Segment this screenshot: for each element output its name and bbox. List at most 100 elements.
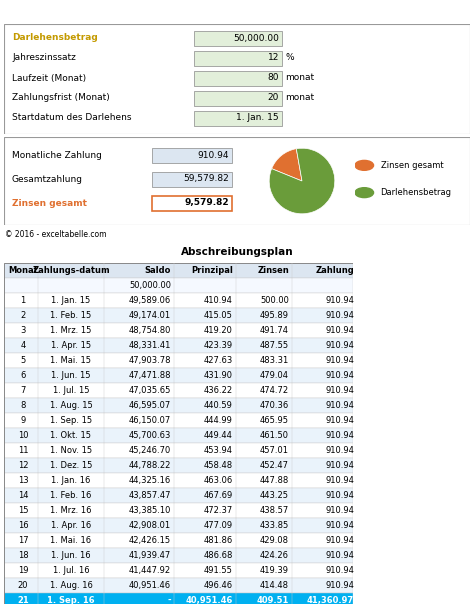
Text: 1. Jan. 16: 1. Jan. 16: [51, 476, 91, 485]
Text: 429.08: 429.08: [260, 536, 289, 545]
Bar: [194, 91, 282, 106]
Text: 457.01: 457.01: [260, 446, 289, 455]
Text: 1. Aug. 15: 1. Aug. 15: [50, 401, 92, 410]
Text: 1. Aug. 16: 1. Aug. 16: [50, 581, 92, 590]
Bar: [4, 263, 353, 278]
Text: 463.06: 463.06: [204, 476, 233, 485]
Text: 477.09: 477.09: [204, 521, 233, 530]
Text: 433.85: 433.85: [260, 521, 289, 530]
Text: Zinsen: Zinsen: [257, 266, 289, 275]
Bar: [152, 196, 232, 211]
Text: 409.51: 409.51: [256, 596, 289, 604]
Text: 47,471.88: 47,471.88: [128, 371, 171, 380]
Text: Saldo: Saldo: [145, 266, 171, 275]
Text: BALLONKREDIT RECHNER: BALLONKREDIT RECHNER: [148, 4, 326, 18]
Text: 431.90: 431.90: [204, 371, 233, 380]
Text: 461.50: 461.50: [260, 431, 289, 440]
Text: Zinsen gesamt: Zinsen gesamt: [12, 199, 87, 208]
Text: Abschreibungsplan: Abschreibungsplan: [181, 247, 293, 257]
Wedge shape: [269, 148, 335, 214]
Text: 40,951.46: 40,951.46: [186, 596, 233, 604]
Text: 415.05: 415.05: [204, 311, 233, 320]
Bar: [152, 147, 232, 162]
Text: 17: 17: [18, 536, 28, 545]
Text: 1. Jun. 16: 1. Jun. 16: [51, 551, 91, 560]
Circle shape: [355, 188, 374, 198]
Text: 1. Sep. 16: 1. Sep. 16: [47, 596, 95, 604]
Bar: [4, 518, 353, 533]
Text: 44,325.16: 44,325.16: [129, 476, 171, 485]
Text: 910.94: 910.94: [325, 506, 354, 515]
Text: 1. Sep. 15: 1. Sep. 15: [50, 416, 92, 425]
Text: 458.48: 458.48: [204, 461, 233, 470]
Text: 410.94: 410.94: [204, 296, 233, 305]
Text: 20: 20: [268, 94, 279, 103]
Text: 80: 80: [267, 74, 279, 83]
Text: 910.94: 910.94: [325, 296, 354, 305]
Text: 20: 20: [18, 581, 28, 590]
Text: Monat: Monat: [8, 266, 38, 275]
Bar: [4, 548, 353, 563]
Text: © 2016 - exceltabelle.com: © 2016 - exceltabelle.com: [5, 230, 107, 239]
Text: 2: 2: [20, 311, 26, 320]
Text: 487.55: 487.55: [260, 341, 289, 350]
Text: 19: 19: [18, 566, 28, 575]
Text: 496.46: 496.46: [204, 581, 233, 590]
Bar: [4, 398, 353, 413]
Bar: [194, 71, 282, 86]
Bar: [4, 353, 353, 368]
Text: Gesamtzahlung: Gesamtzahlung: [12, 175, 83, 184]
Text: 424.26: 424.26: [260, 551, 289, 560]
Text: 910.94: 910.94: [325, 386, 354, 395]
Text: 11: 11: [18, 446, 28, 455]
Text: 467.69: 467.69: [204, 491, 233, 500]
Bar: [4, 428, 353, 443]
Text: 42,426.15: 42,426.15: [129, 536, 171, 545]
Text: 45,246.70: 45,246.70: [129, 446, 171, 455]
Text: 440.59: 440.59: [204, 401, 233, 410]
Bar: [4, 593, 353, 604]
Text: 43,385.10: 43,385.10: [128, 506, 171, 515]
Text: 910.94: 910.94: [325, 461, 354, 470]
Text: 479.04: 479.04: [260, 371, 289, 380]
Text: Zahlungs-datum: Zahlungs-datum: [32, 266, 110, 275]
Text: 436.22: 436.22: [204, 386, 233, 395]
Text: 427.63: 427.63: [204, 356, 233, 365]
Bar: [4, 368, 353, 383]
Text: 46,150.07: 46,150.07: [129, 416, 171, 425]
Bar: [4, 563, 353, 578]
Text: 472.37: 472.37: [204, 506, 233, 515]
Text: Zahlungsfrist (Monat): Zahlungsfrist (Monat): [12, 94, 110, 103]
Bar: [194, 30, 282, 45]
Text: 18: 18: [18, 551, 28, 560]
Text: 50,000.00: 50,000.00: [129, 281, 171, 290]
Text: 910.94: 910.94: [325, 326, 354, 335]
Text: 1. Mrz. 16: 1. Mrz. 16: [50, 506, 92, 515]
Text: 41,360.97: 41,360.97: [307, 596, 354, 604]
Text: 1. Mrz. 15: 1. Mrz. 15: [50, 326, 91, 335]
Text: 12: 12: [18, 461, 28, 470]
Text: 50,000.00: 50,000.00: [233, 33, 279, 42]
Text: 910.94: 910.94: [325, 521, 354, 530]
Text: 470.36: 470.36: [260, 401, 289, 410]
Text: Zinsen gesamt: Zinsen gesamt: [381, 161, 443, 170]
Bar: [4, 443, 353, 458]
Text: %: %: [285, 54, 293, 62]
Text: 910.94: 910.94: [198, 150, 229, 159]
Text: 500.00: 500.00: [260, 296, 289, 305]
Text: 14: 14: [18, 491, 28, 500]
Text: Monatliche Zahlung: Monatliche Zahlung: [12, 150, 102, 159]
Bar: [4, 503, 353, 518]
Text: 444.99: 444.99: [204, 416, 233, 425]
Bar: [4, 488, 353, 503]
Bar: [4, 413, 353, 428]
Text: 486.68: 486.68: [204, 551, 233, 560]
Bar: [4, 578, 353, 593]
Text: 910.94: 910.94: [325, 371, 354, 380]
Text: 13: 13: [18, 476, 28, 485]
Text: 5: 5: [20, 356, 26, 365]
Text: 910.94: 910.94: [325, 416, 354, 425]
Text: 6: 6: [20, 371, 26, 380]
Text: 453.94: 453.94: [204, 446, 233, 455]
Text: 41,939.47: 41,939.47: [129, 551, 171, 560]
